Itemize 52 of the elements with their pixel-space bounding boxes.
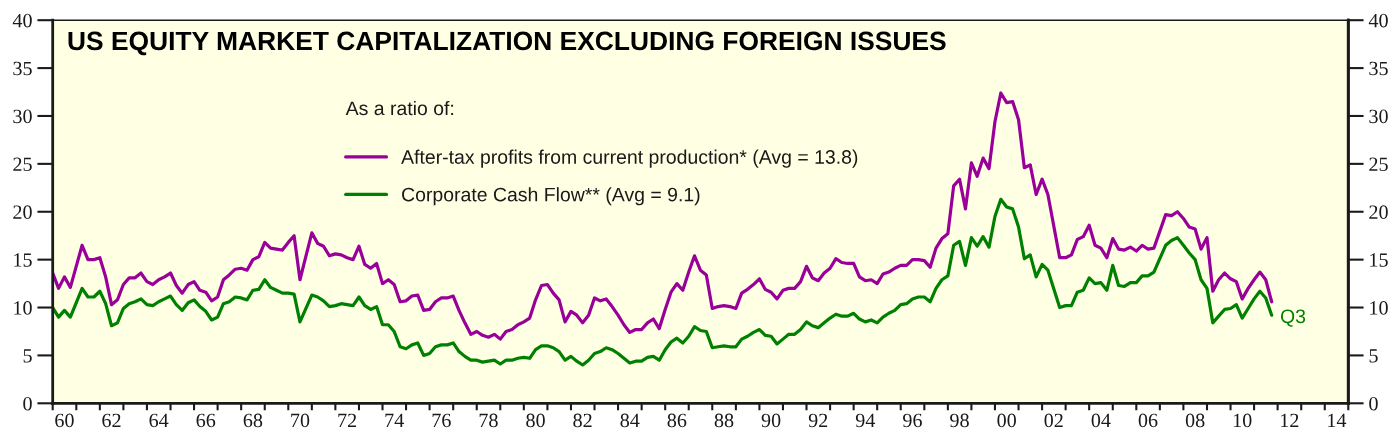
x-tick-label: 72	[338, 413, 357, 427]
chart-title: US EQUITY MARKET CAPITALIZATION EXCLUDING FOREIGN ISSUES	[68, 31, 946, 56]
y2-tick-label: 40	[1368, 13, 1388, 28]
x-tick-label: 70	[291, 413, 310, 428]
x-tick-label: 62	[102, 413, 121, 428]
y-tick-label: 10	[14, 301, 32, 315]
y2-tick-label: 25	[1369, 157, 1388, 172]
x-tick-label: 08	[1185, 413, 1205, 428]
y-tick-label: 0	[23, 396, 32, 411]
x-tick-label: 84	[620, 413, 640, 428]
x-tick-label: 06	[1138, 413, 1158, 428]
y2-tick-label: 20	[1369, 205, 1388, 219]
y2-tick-label: 0	[1369, 396, 1378, 411]
x-tick-label: 12	[1281, 413, 1299, 427]
x-tick-label: 76	[432, 413, 451, 428]
y2-tick-label: 15	[1370, 253, 1388, 267]
x-tick-label: 82	[573, 413, 592, 428]
y-tick-label: 30	[13, 109, 32, 124]
x-tick-label: 78	[479, 413, 498, 428]
y-tick-label: 20	[13, 205, 32, 219]
y-tick-label: 25	[13, 157, 32, 172]
x-tick-label: 86	[667, 413, 687, 428]
x-tick-label: 60	[55, 413, 74, 428]
x-tick-label: 64	[149, 413, 169, 428]
annotation: Q3	[1280, 309, 1306, 327]
legend-label: Corporate Cash Flow** (Avg = 9.1)	[402, 187, 700, 206]
x-tick-label: 92	[808, 413, 828, 428]
x-tick-label: 68	[243, 413, 263, 428]
y2-tick-label: 35	[1369, 61, 1388, 76]
x-tick-label: 00	[997, 413, 1016, 428]
x-tick-label: 02	[1044, 413, 1063, 428]
y2-tick-label: 30	[1369, 109, 1388, 124]
y2-tick-label: 5	[1369, 349, 1378, 363]
y-tick-label: 40	[12, 13, 32, 28]
x-tick-label: 74	[385, 413, 404, 427]
x-tick-label: 96	[903, 413, 922, 428]
line-series	[52, 91, 1274, 341]
x-tick-label: 98	[950, 413, 969, 428]
x-tick-label: 94	[855, 413, 876, 428]
y-tick-label: 5	[23, 349, 32, 363]
y2-tick-label: 10	[1370, 301, 1388, 315]
legend-label: After-tax profits from current production* (Avg = 13.8)	[401, 149, 858, 168]
x-tick-label: 80	[526, 413, 545, 428]
y-tick-label: 35	[13, 61, 32, 76]
x-tick-label: 66	[196, 413, 216, 428]
x-tick-label: 14	[1328, 413, 1347, 427]
x-tick-label: 90	[761, 413, 781, 428]
legend-title: As a ratio of:	[345, 100, 454, 116]
x-tick-label: 04	[1091, 413, 1111, 428]
x-tick-label: 10	[1233, 413, 1252, 428]
y-tick-label: 15	[14, 253, 32, 267]
x-tick-label: 88	[714, 413, 734, 428]
